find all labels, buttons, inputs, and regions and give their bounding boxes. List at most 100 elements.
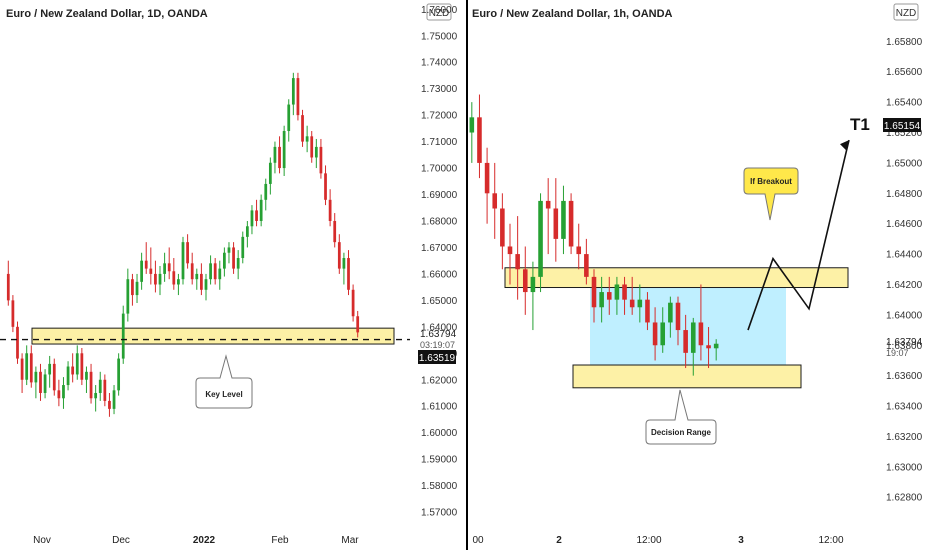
y-tick-label: 1.75000 xyxy=(421,31,458,42)
candle xyxy=(629,276,635,315)
y-tick-label: 1.65000 xyxy=(421,296,458,307)
price-label-current: 1.63794 19:07 xyxy=(886,337,923,358)
candle-body xyxy=(690,322,696,353)
candle xyxy=(43,369,47,399)
candle-body xyxy=(652,322,658,346)
candle xyxy=(264,178,268,211)
y-tick-label: 1.64600 xyxy=(886,219,923,230)
candle xyxy=(131,273,134,306)
candle-body xyxy=(264,183,268,200)
candle xyxy=(591,269,597,323)
candle-body xyxy=(25,353,29,380)
y-tick-label: 1.57000 xyxy=(421,508,458,519)
candle xyxy=(492,162,498,239)
candle-body xyxy=(94,392,98,399)
candle xyxy=(57,379,61,407)
candle-body xyxy=(545,200,551,209)
candle-body xyxy=(584,254,589,277)
candle xyxy=(94,385,98,412)
candle xyxy=(637,284,643,323)
candle-body xyxy=(614,284,620,300)
candle-body xyxy=(645,299,650,323)
candle-body xyxy=(698,322,704,346)
candle-body xyxy=(310,136,314,158)
candle xyxy=(698,284,704,361)
candle xyxy=(66,361,70,391)
key-level-callout: Key Level xyxy=(195,354,253,409)
candle xyxy=(80,348,84,386)
key-level-zone xyxy=(31,327,395,345)
y-tick-label: 1.58000 xyxy=(421,481,458,492)
candle xyxy=(245,220,249,248)
y-tick-label: 1.65400 xyxy=(886,98,923,109)
currency-badge[interactable]: NZD xyxy=(893,3,919,21)
candle-body xyxy=(43,374,47,393)
candle xyxy=(250,205,254,235)
candle-body xyxy=(190,263,194,280)
candle-body xyxy=(29,353,33,383)
candle xyxy=(606,276,612,315)
decision-range-box xyxy=(590,287,786,366)
candle xyxy=(117,353,121,396)
candle-body xyxy=(706,345,711,349)
candle xyxy=(469,102,475,163)
candle xyxy=(140,252,144,290)
candle-body xyxy=(622,284,627,300)
y-tick-label: 1.61000 xyxy=(421,402,458,413)
candle xyxy=(561,185,566,255)
y-tick-label: 1.63000 xyxy=(886,462,923,473)
candle xyxy=(500,193,505,270)
chart-divider xyxy=(466,0,468,550)
candle xyxy=(158,265,162,296)
candle xyxy=(167,247,171,280)
candle xyxy=(538,193,543,293)
candle-body xyxy=(177,279,180,285)
currency-badge[interactable]: NZD xyxy=(426,3,452,21)
candle-body xyxy=(158,273,162,285)
candle-body xyxy=(255,210,258,221)
x-tick-label: 12:00 xyxy=(818,535,843,546)
candle-body xyxy=(75,353,79,375)
candle-body xyxy=(149,268,153,274)
candle xyxy=(668,296,673,338)
candle-body xyxy=(140,260,144,282)
candle xyxy=(213,258,217,285)
y-tick-label: 1.64800 xyxy=(886,189,923,200)
candle xyxy=(218,260,222,290)
candle xyxy=(52,358,56,396)
y-tick-label: 1.72000 xyxy=(421,111,458,122)
candle xyxy=(553,178,559,262)
candle xyxy=(103,374,107,407)
candle xyxy=(172,258,176,290)
candle xyxy=(652,307,658,361)
x-tick-label: 2022 xyxy=(193,535,216,546)
y-tick-label: 1.64200 xyxy=(886,280,923,291)
candle-body xyxy=(200,273,203,290)
candle xyxy=(545,178,551,255)
candle xyxy=(186,234,189,269)
y-tick-label: 1.67000 xyxy=(421,243,458,254)
candle-body xyxy=(186,242,189,264)
candle xyxy=(278,136,281,174)
candle xyxy=(599,276,604,323)
candle-body xyxy=(500,208,505,247)
decision-range-callout: Decision Range xyxy=(645,389,717,445)
candle xyxy=(39,363,42,401)
candle xyxy=(342,252,346,285)
y-tick-label: 1.59000 xyxy=(421,455,458,466)
candle-body xyxy=(333,220,337,243)
candle xyxy=(660,307,666,353)
candle-body xyxy=(515,254,520,270)
candle-body xyxy=(6,273,10,301)
candle xyxy=(568,193,574,255)
candle xyxy=(706,327,711,369)
candle-body xyxy=(561,200,566,239)
chart-panel-hourly[interactable]: Euro / New Zealand Dollar, 1h, OANDA NZD… xyxy=(468,0,932,550)
candle xyxy=(301,109,304,147)
candle-body xyxy=(538,200,543,277)
decision-range-label: Decision Range xyxy=(651,428,712,437)
candle-body xyxy=(342,258,346,269)
chart-panel-daily[interactable]: Euro / New Zealand Dollar, 1D, OANDA NZD… xyxy=(0,0,466,550)
y-tick-label: 1.63200 xyxy=(886,432,923,443)
candle xyxy=(241,231,245,264)
